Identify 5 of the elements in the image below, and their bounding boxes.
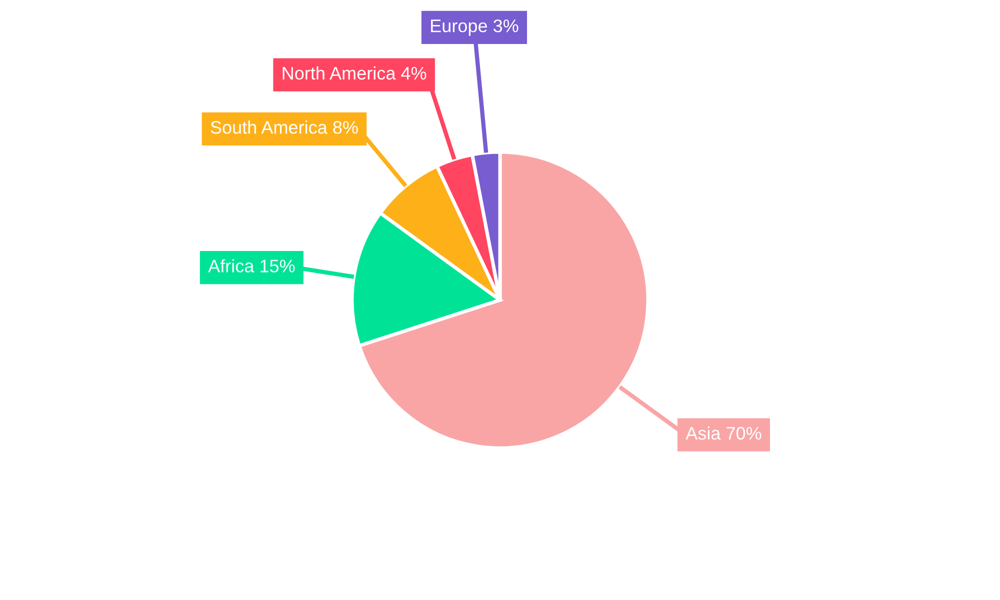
- slice-label: North America 4%: [282, 66, 426, 80]
- slice-label: Africa 15%: [208, 259, 295, 272]
- slice-label: Europe 3%: [431, 19, 518, 36]
- slice-label: Asia 70%: [686, 426, 762, 440]
- slice-label: South America 8%: [210, 120, 358, 134]
